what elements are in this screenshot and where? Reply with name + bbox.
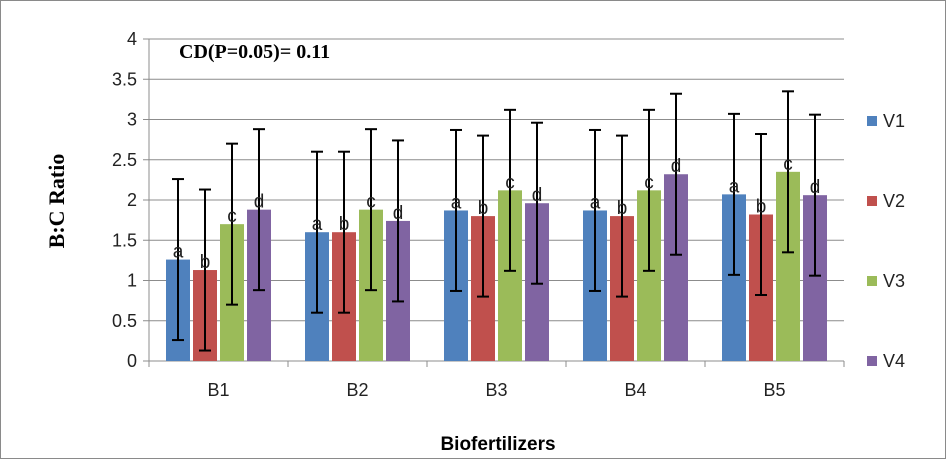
significance-letter: b [756,196,767,217]
significance-letter: a [173,242,184,263]
significance-letter: a [729,176,740,197]
y-tick-label: 3 [127,110,137,130]
significance-letter: b [617,198,628,219]
x-tick-label: B3 [485,380,507,400]
significance-letter: d [254,192,265,213]
significance-letter: c [783,154,793,175]
significance-letter: c [644,172,654,193]
y-tick-label: 1 [127,271,137,291]
error-bars [172,90,821,352]
legend: V1 V2 V3 V4 [867,111,905,371]
legend-swatch-V2 [867,196,877,206]
y-tick-label: 0 [127,351,137,371]
significance-letter: c [227,206,237,227]
legend-swatch-V4 [867,356,877,366]
significance-letter: d [671,156,682,177]
significance-letter: c [366,192,376,213]
x-tick-label: B5 [763,380,785,400]
significance-letter: a [590,192,601,213]
significance-letter: b [200,252,211,273]
legend-label: V4 [883,351,905,371]
significance-letter: b [478,198,489,219]
y-tick-label: 2.5 [112,150,137,170]
y-tick-label: 4 [127,29,137,49]
y-tick-label: 2 [127,190,137,210]
significance-letter: b [339,214,350,235]
y-tick-label: 3.5 [112,69,137,89]
significance-letter: d [393,203,404,224]
legend-label: V3 [883,271,905,291]
x-tick-label: B1 [207,380,229,400]
legend-label: V2 [883,191,905,211]
legend-swatch-V1 [867,116,877,126]
significance-letter: c [505,172,515,193]
x-axis-label: Biofertilizers [440,434,555,455]
legend-label: V1 [883,111,905,131]
significance-letter: a [312,214,323,235]
x-tick-labels: B1 B2 B3 B4 B5 [207,380,785,400]
y-tick-label: 1.5 [112,230,137,250]
significance-letter: d [810,177,821,198]
y-axis-label: B:C Ratio [44,154,69,249]
significance-letter: a [451,192,462,213]
legend-swatch-V3 [867,276,877,286]
x-tick-label: B4 [624,380,646,400]
significance-letter: d [532,185,543,206]
cd-annotation: CD(P=0.05)= 0.11 [179,41,330,63]
x-tick-label: B2 [346,380,368,400]
y-tick-label: 0.5 [112,311,137,331]
y-tick-labels: 0 0.5 1 1.5 2 2.5 3 3.5 4 [112,29,137,371]
